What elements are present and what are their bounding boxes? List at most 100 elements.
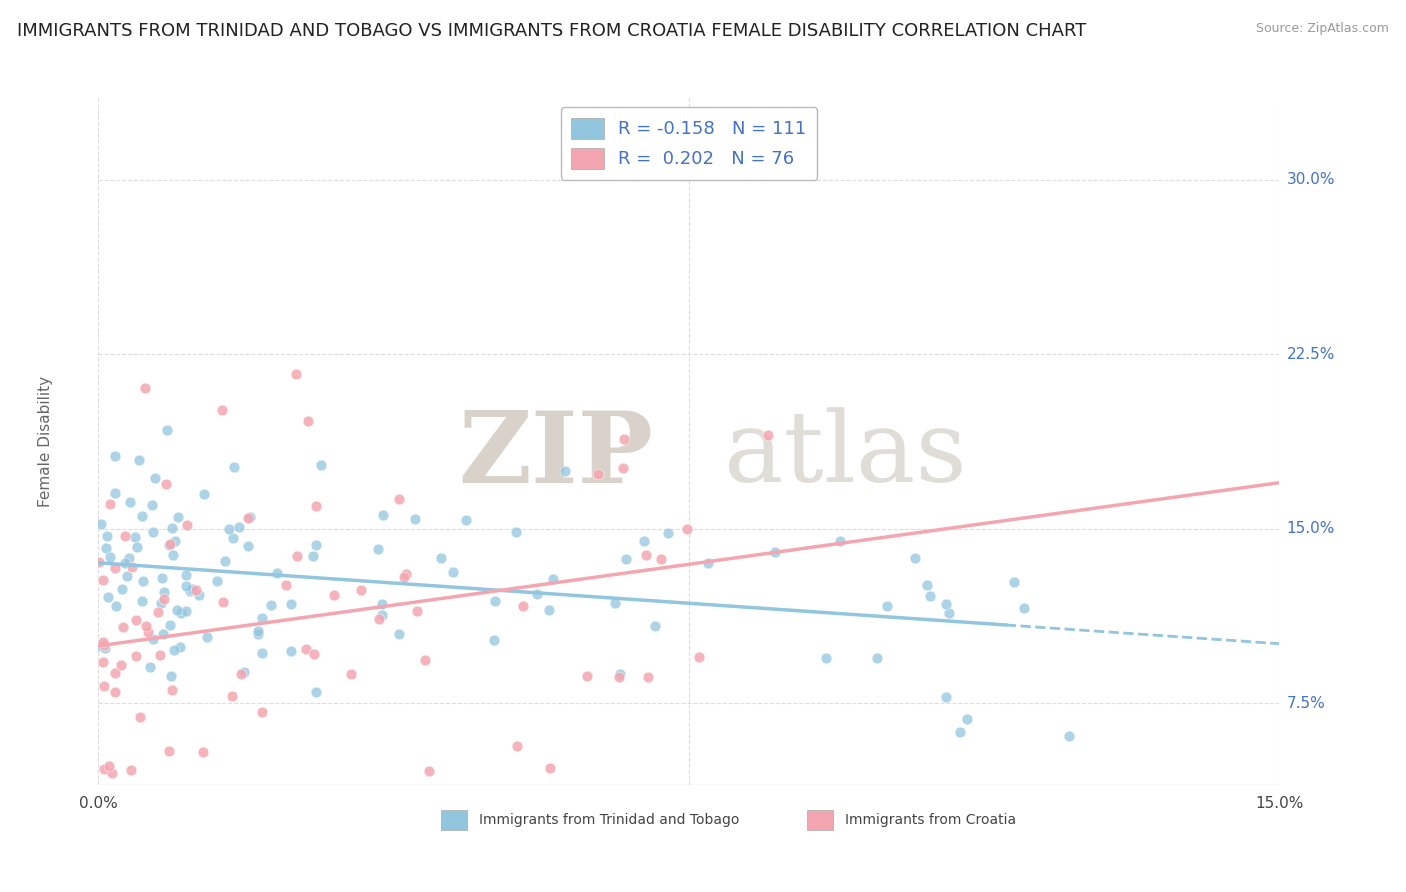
Point [121, 560, 143, 574]
Point [454, 513, 477, 527]
Point [512, 599, 534, 613]
Point [830, 533, 852, 548]
Point [938, 606, 960, 620]
Point [430, 551, 453, 566]
Bar [441, 810, 467, 830]
Point [484, 594, 506, 608]
Point [125, 541, 148, 555]
Point [142, 632, 165, 646]
Point [918, 589, 941, 603]
Point [607, 670, 630, 684]
Legend: R = -0.158   N = 111, R =  0.202   N = 76: R = -0.158 N = 111, R = 0.202 N = 76 [561, 107, 817, 179]
Point [222, 460, 245, 475]
Point [148, 605, 170, 619]
Point [98, 759, 121, 773]
Point [111, 582, 134, 597]
Point [181, 582, 204, 596]
Point [543, 572, 565, 586]
Point [295, 641, 318, 656]
Point [174, 567, 197, 582]
Point [169, 606, 191, 620]
Point [214, 554, 236, 568]
Point [96, 541, 118, 556]
Point [418, 764, 440, 779]
Point [104, 486, 127, 500]
Point [115, 568, 138, 582]
Point [756, 427, 779, 442]
Point [211, 403, 233, 417]
Text: atlas: atlas [724, 408, 967, 503]
Point [605, 596, 627, 610]
Point [388, 626, 411, 640]
Bar [807, 810, 832, 830]
Point [98, 497, 121, 511]
Point [191, 745, 214, 759]
Point [134, 381, 156, 395]
Point [218, 522, 240, 536]
Point [159, 538, 181, 552]
Point [87, 639, 110, 653]
Point [538, 603, 561, 617]
Point [1002, 574, 1025, 589]
Point [815, 650, 838, 665]
Point [247, 627, 270, 641]
Point [135, 619, 157, 633]
Point [903, 551, 925, 566]
Point [266, 566, 288, 581]
Point [228, 519, 250, 533]
Point [169, 640, 191, 654]
Point [233, 665, 256, 679]
Point [238, 539, 260, 553]
Text: 7.5%: 7.5% [1286, 696, 1324, 711]
Point [949, 724, 972, 739]
Point [373, 508, 395, 522]
Point [644, 619, 666, 633]
Point [367, 612, 389, 626]
Point [297, 413, 319, 427]
Point [166, 603, 188, 617]
Point [250, 705, 273, 719]
Text: Female Disability: Female Disability [38, 376, 53, 508]
Point [586, 467, 609, 481]
Point [159, 537, 181, 551]
Point [98, 549, 121, 564]
Point [118, 550, 141, 565]
Text: 0.0%: 0.0% [79, 796, 118, 811]
Point [110, 657, 132, 672]
Point [350, 582, 373, 597]
Point [222, 532, 245, 546]
Point [167, 510, 190, 524]
Point [132, 574, 155, 589]
Point [136, 625, 159, 640]
Point [252, 611, 274, 625]
Point [1014, 600, 1036, 615]
Text: 15.0%: 15.0% [1256, 796, 1303, 811]
Point [142, 525, 165, 540]
Point [304, 500, 326, 514]
Point [305, 685, 328, 699]
Point [91, 655, 114, 669]
Point [657, 525, 679, 540]
Point [276, 577, 298, 591]
Point [96, 789, 118, 804]
Point [94, 640, 117, 655]
Point [141, 498, 163, 512]
Point [612, 461, 634, 475]
Point [120, 763, 142, 777]
Point [250, 646, 273, 660]
Point [505, 525, 527, 540]
Point [97, 789, 120, 804]
Point [114, 529, 136, 543]
Point [149, 648, 172, 662]
Point [876, 599, 898, 614]
Point [139, 660, 162, 674]
Point [97, 590, 120, 604]
Point [152, 627, 174, 641]
Point [93, 638, 115, 652]
Point [633, 534, 655, 549]
Text: Source: ZipAtlas.com: Source: ZipAtlas.com [1256, 22, 1389, 36]
Point [956, 712, 979, 726]
Point [280, 597, 302, 611]
Point [153, 584, 176, 599]
Point [935, 690, 957, 704]
